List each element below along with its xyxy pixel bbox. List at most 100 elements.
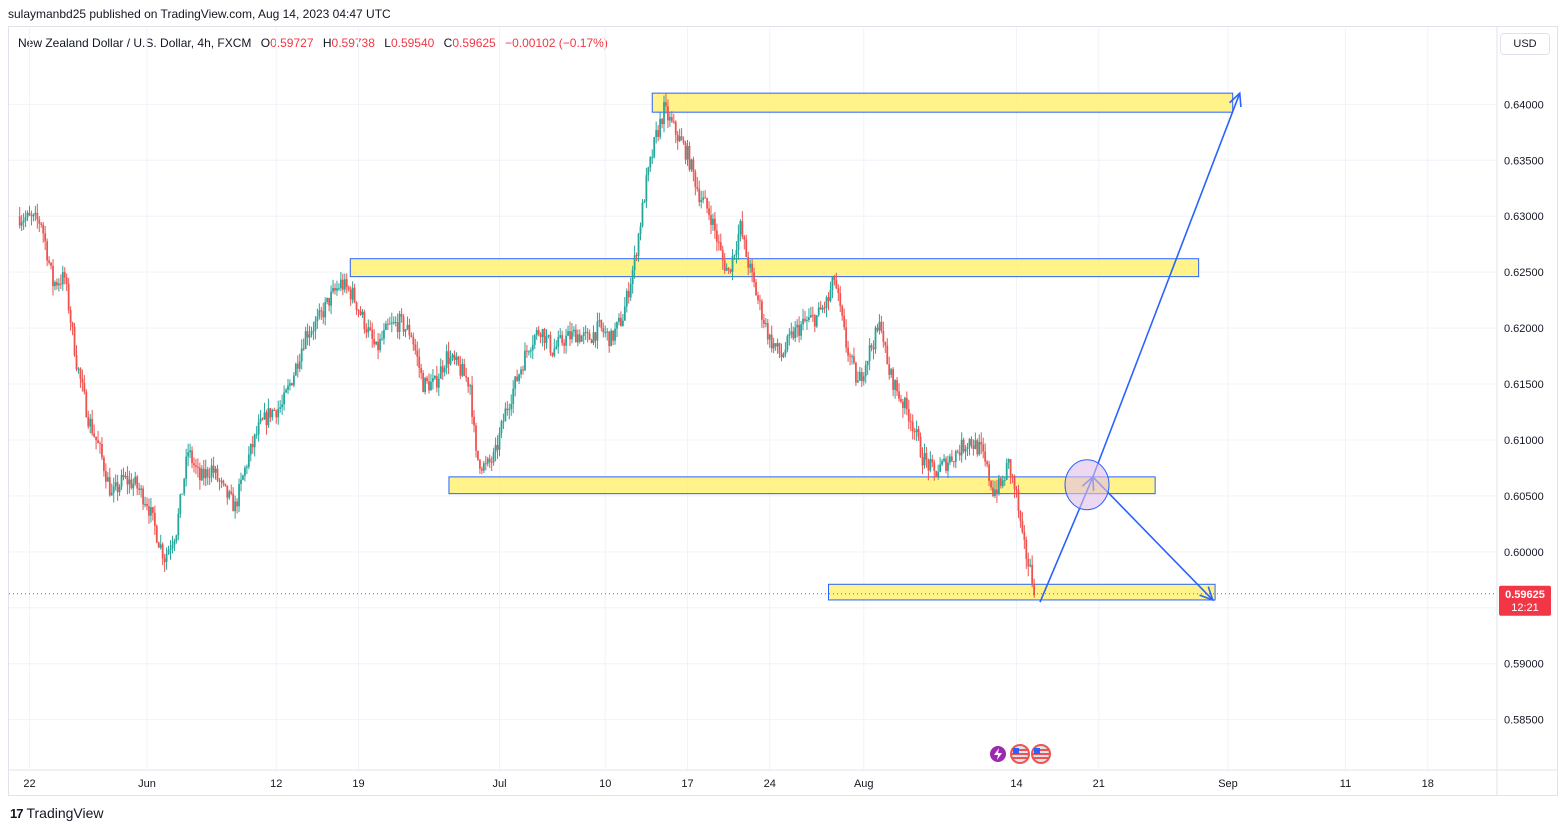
candle-body [759, 300, 761, 302]
candle-body [723, 260, 726, 271]
candle-body [770, 334, 773, 349]
candle-body [57, 283, 60, 286]
candle-body [161, 544, 164, 559]
candle-body [596, 321, 599, 341]
candle-body [667, 106, 669, 121]
candle-body [289, 383, 291, 386]
candle-body [1023, 532, 1026, 540]
candle-body [700, 199, 703, 203]
x-tick-label: 11 [1340, 778, 1351, 790]
candle-body [406, 324, 409, 330]
candle-body [1001, 480, 1004, 487]
candle-body [831, 276, 834, 291]
candle-body [200, 468, 203, 481]
candle-body [267, 408, 270, 426]
candle-body [116, 482, 119, 493]
candle-body [361, 311, 364, 315]
candle-body [353, 287, 356, 302]
candle-body [549, 335, 552, 353]
candle-body [715, 230, 718, 242]
candle-body [265, 412, 268, 426]
symbol-name[interactable]: New Zealand Dollar / U.S. Dollar, 4h, FX… [18, 36, 252, 50]
candle-body [947, 462, 949, 471]
candle-body [34, 212, 37, 215]
candle-body [42, 224, 45, 234]
candle-body [678, 136, 681, 142]
candle-body [813, 315, 816, 327]
candle-body [508, 409, 511, 411]
candle-body [48, 260, 50, 263]
candle-body [1013, 476, 1016, 489]
candle-body [833, 276, 836, 280]
candle-body [441, 366, 444, 373]
lightning-icon[interactable] [988, 744, 1008, 764]
candle-body [804, 318, 806, 321]
candle-body [802, 318, 804, 325]
candle-body [786, 336, 789, 350]
candle-body [839, 293, 842, 307]
arrowhead [1199, 586, 1215, 602]
candle-body [447, 351, 450, 365]
candle-body [369, 327, 372, 330]
candle-body [500, 421, 503, 434]
candle-body [903, 397, 906, 409]
candle-body [375, 341, 378, 345]
candle-body [245, 466, 248, 468]
candle-body [962, 439, 965, 452]
candle-body [63, 272, 66, 278]
candle-body [588, 333, 591, 340]
candle-body [527, 351, 530, 353]
candle-body [616, 321, 618, 329]
candle-body [872, 347, 875, 350]
candle-body [173, 540, 176, 546]
us-flag-icon[interactable] [1010, 744, 1030, 764]
candle-body [860, 371, 863, 382]
candle-body [841, 306, 844, 316]
candle-body [416, 350, 419, 357]
currency-button[interactable]: USD [1500, 33, 1550, 55]
candle-body [927, 459, 930, 471]
candle-body [952, 461, 955, 463]
y-tick-label: 0.62500 [1504, 267, 1544, 279]
candle-body [964, 448, 967, 452]
candle-body [737, 234, 740, 251]
candle-body [898, 391, 900, 399]
candle-body [467, 377, 470, 387]
candle-body [569, 331, 571, 340]
candle-body [657, 130, 660, 137]
candle-body [271, 410, 274, 418]
candle-body [712, 218, 714, 225]
tradingview-brand[interactable]: 17 TradingView [10, 805, 104, 821]
candle-body [296, 363, 299, 369]
candle-body [868, 345, 871, 361]
chart-frame [8, 26, 1558, 796]
candle-body [923, 452, 926, 466]
candle-body [811, 315, 814, 317]
candle-body [210, 465, 213, 477]
candle-body [234, 501, 237, 512]
candle-body [621, 320, 624, 326]
candle-body [512, 388, 515, 404]
candle-body [878, 321, 881, 331]
candle-body [379, 339, 381, 351]
y-tick-label: 0.58500 [1504, 715, 1544, 727]
candle-body [126, 476, 129, 485]
candle-body [54, 282, 56, 287]
candle-body [24, 217, 27, 221]
candle-body [1015, 488, 1018, 491]
x-tick-label: 22 [23, 778, 35, 790]
candle-body [717, 241, 720, 243]
candle-body [461, 363, 464, 376]
candle-body [308, 334, 311, 338]
candle-body [635, 255, 638, 257]
y-tick-label: 0.60000 [1504, 547, 1544, 559]
x-tick-label: 19 [352, 778, 364, 790]
open-label: O [260, 36, 271, 50]
candle-body [870, 345, 873, 348]
candle-body [44, 233, 47, 242]
us-flag-icon[interactable] [1031, 744, 1051, 764]
candle-body [739, 221, 742, 235]
candle-body [892, 369, 895, 390]
candle-body [939, 464, 942, 472]
